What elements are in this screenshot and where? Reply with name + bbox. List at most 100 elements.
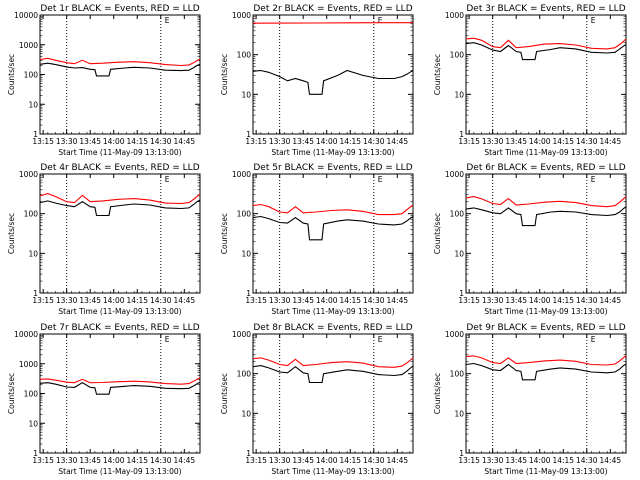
events-series-line [39, 199, 201, 217]
plot-frame [465, 173, 627, 294]
events-series-line [465, 42, 627, 61]
y-tick-label: 100 [24, 210, 39, 219]
plot-frame [252, 14, 414, 135]
events-series-line [252, 215, 414, 241]
x-tick-label: 13:30 [269, 137, 291, 146]
y-tick-label: 10000 [14, 11, 38, 20]
y-tick-label: 1000 [445, 330, 464, 339]
panel-title: Det 7r BLACK = Events, RED = LLD [40, 323, 199, 333]
x-tick-label: 13:30 [56, 456, 78, 465]
x-axis-label: Start Time (11-May-09 13:13:00) [484, 307, 607, 316]
events-series-line [39, 381, 201, 395]
x-tick-label: 14:00 [103, 296, 125, 305]
detector-panel-6: Det 6r BLACK = Events, RED = LLD 1 10 100 10… [433, 163, 627, 316]
flag-marker: E [165, 16, 170, 25]
detector-panel-9: Det 9r BLACK = Events, RED = LLD 1 10 100 10… [433, 323, 627, 476]
lld-series-line [465, 37, 627, 50]
x-tick-label: 14:30 [363, 137, 385, 146]
flag-marker: E [591, 175, 596, 184]
x-tick-label: 14:00 [103, 456, 125, 465]
x-tick-label: 13:45 [79, 296, 101, 305]
y-axis-label: Counts/sec [433, 373, 442, 414]
y-axis-label: Counts/sec [220, 373, 229, 414]
y-axis-label: Counts/sec [7, 373, 16, 414]
detector-panel-4: Det 4r BLACK = Events, RED = LLD 1 10 100 10… [7, 163, 201, 316]
y-tick-label: 1 [246, 449, 251, 458]
y-tick-label: 100 [237, 210, 252, 219]
detector-panel-3: Det 3r BLACK = Events, RED = LLD 1 10 100 10… [433, 4, 627, 157]
y-tick-label: 10 [454, 409, 464, 418]
y-tick-label: 1000 [19, 41, 38, 50]
x-tick-label: 14:45 [387, 137, 409, 146]
x-tick-label: 14:00 [529, 137, 551, 146]
x-tick-label: 14:30 [576, 137, 598, 146]
x-tick-label: 14:00 [316, 456, 338, 465]
x-tick-label: 14:30 [150, 296, 172, 305]
x-tick-label: 14:15 [126, 456, 148, 465]
x-axis-label: Start Time (11-May-09 13:13:00) [271, 467, 394, 476]
x-tick-label: 14:00 [103, 137, 125, 146]
detector-panel-8: Det 8r BLACK = Events, RED = LLD 1 10 100 10… [220, 323, 414, 476]
x-tick-label: 13:45 [292, 296, 314, 305]
y-tick-label: 1000 [19, 170, 38, 179]
y-tick-label: 1000 [445, 11, 464, 20]
y-tick-label: 10 [241, 90, 251, 99]
y-axis-label: Counts/sec [7, 213, 16, 254]
lld-series-line [252, 203, 414, 216]
y-tick-label: 1 [246, 289, 251, 298]
x-tick-label: 13:15 [32, 456, 54, 465]
y-tick-label: 100 [237, 51, 252, 60]
y-tick-label: 10000 [14, 330, 38, 339]
y-tick-label: 1000 [19, 360, 38, 369]
y-tick-label: 10 [454, 249, 464, 258]
x-tick-label: 13:45 [505, 137, 527, 146]
x-tick-label: 13:15 [32, 137, 54, 146]
x-tick-label: 13:30 [482, 296, 504, 305]
x-tick-label: 13:45 [292, 137, 314, 146]
y-tick-label: 1 [459, 130, 464, 139]
y-tick-label: 1000 [232, 330, 251, 339]
panel-title: Det 9r BLACK = Events, RED = LLD [466, 323, 625, 333]
flag-marker: E [591, 16, 596, 25]
y-tick-label: 10 [28, 100, 38, 109]
detector-panel-2: Det 2r BLACK = Events, RED = LLD 1 10 100 10… [220, 4, 414, 157]
y-tick-label: 1 [246, 130, 251, 139]
panel-title: Det 5r BLACK = Events, RED = LLD [253, 163, 412, 173]
x-tick-label: 14:15 [552, 296, 574, 305]
x-tick-label: 14:45 [600, 296, 622, 305]
y-tick-label: 100 [24, 390, 39, 399]
y-tick-label: 10 [28, 249, 38, 258]
x-tick-label: 14:15 [126, 296, 148, 305]
flag-marker: E [165, 335, 170, 344]
y-tick-label: 1000 [445, 170, 464, 179]
detector-panel-5: Det 5r BLACK = Events, RED = LLD 1 10 100 10… [220, 163, 414, 316]
x-tick-label: 14:30 [363, 456, 385, 465]
y-axis-label: Counts/sec [433, 213, 442, 254]
x-tick-label: 14:15 [339, 296, 361, 305]
x-tick-label: 14:00 [529, 456, 551, 465]
panel-title: Det 1r BLACK = Events, RED = LLD [40, 4, 199, 14]
x-tick-label: 14:45 [174, 296, 196, 305]
panel-title: Det 2r BLACK = Events, RED = LLD [253, 4, 412, 14]
y-tick-label: 1 [33, 289, 38, 298]
panel-title: Det 8r BLACK = Events, RED = LLD [253, 323, 412, 333]
x-tick-label: 13:45 [505, 296, 527, 305]
flag-marker: E [165, 175, 170, 184]
x-tick-label: 14:15 [126, 137, 148, 146]
x-tick-label: 13:15 [32, 296, 54, 305]
x-tick-label: 13:15 [245, 137, 267, 146]
y-tick-label: 1000 [232, 11, 251, 20]
x-tick-label: 14:45 [600, 137, 622, 146]
x-axis-label: Start Time (11-May-09 13:13:00) [58, 307, 181, 316]
x-tick-label: 14:00 [529, 296, 551, 305]
y-tick-label: 1 [459, 289, 464, 298]
lld-series-line [252, 357, 414, 368]
plot-frame [252, 333, 414, 454]
y-tick-label: 1 [33, 449, 38, 458]
y-tick-label: 1 [33, 130, 38, 139]
x-tick-label: 14:30 [150, 137, 172, 146]
lld-series-line [39, 57, 201, 67]
y-axis-label: Counts/sec [433, 54, 442, 95]
x-axis-label: Start Time (11-May-09 13:13:00) [271, 148, 394, 157]
